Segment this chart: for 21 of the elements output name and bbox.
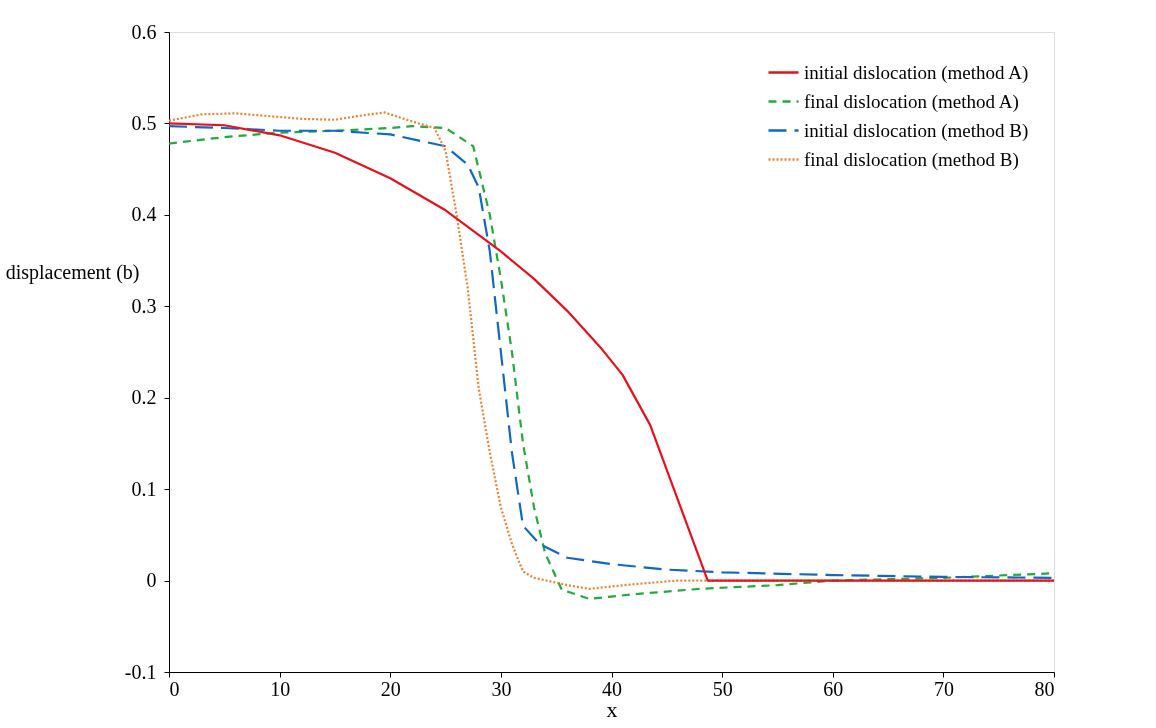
x-tick-label: 0 xyxy=(169,677,180,700)
x-tick-label: 60 xyxy=(823,677,844,700)
legend-label: initial dislocation (method A) xyxy=(804,61,1029,84)
x-tick-label: 70 xyxy=(933,677,954,700)
y-tick-label: 0.5 xyxy=(131,111,157,134)
x-tick-label: 80 xyxy=(1034,677,1055,700)
y-tick-label: 0.4 xyxy=(131,203,157,226)
x-tick-label: 20 xyxy=(380,677,401,700)
y-tick-label: 0.1 xyxy=(131,477,157,500)
y-tick-label: 0.2 xyxy=(131,386,157,409)
y-tick-label: 0.6 xyxy=(131,20,157,43)
x-tick-label: 10 xyxy=(270,677,291,700)
x-tick-label: 50 xyxy=(712,677,733,700)
x-tick-label: 30 xyxy=(491,677,512,700)
y-axis-title: displacement (b) xyxy=(5,260,140,284)
legend-label: initial dislocation (method B) xyxy=(804,119,1029,142)
legend-label: final dislocation (method A) xyxy=(804,90,1019,113)
legend-label: final dislocation (method B) xyxy=(804,148,1019,171)
y-tick-label: 0.3 xyxy=(131,294,157,317)
y-tick-label: -0.1 xyxy=(124,660,157,683)
y-tick-label: 0 xyxy=(146,569,157,592)
